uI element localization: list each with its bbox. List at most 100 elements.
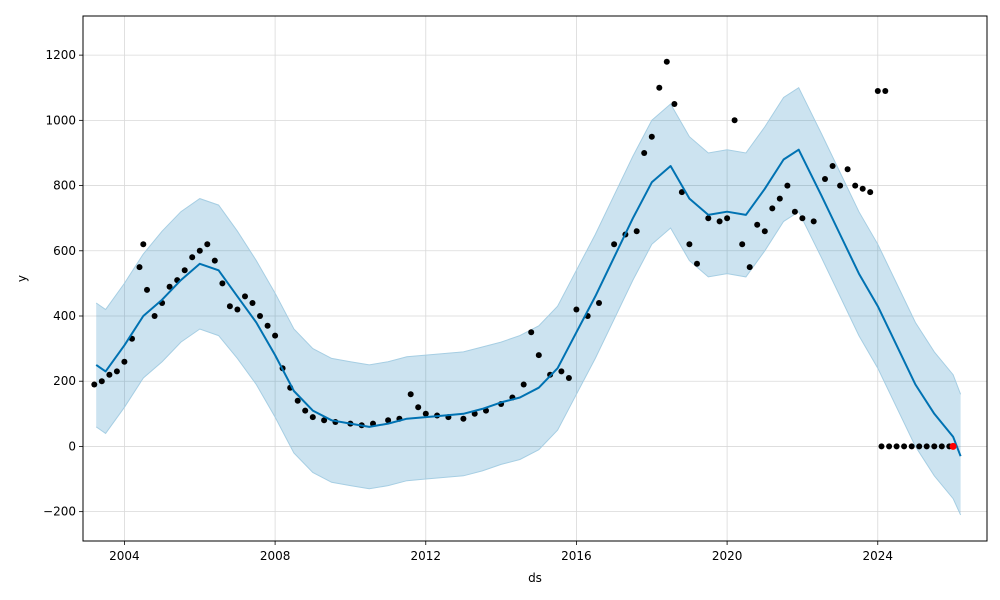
observed-point xyxy=(573,306,580,313)
observed-point xyxy=(829,163,836,169)
forecast-line-path xyxy=(95,148,962,457)
observed-point xyxy=(249,300,256,306)
observed-point xyxy=(528,329,535,336)
observed-point xyxy=(648,133,655,140)
observed-point xyxy=(460,415,467,422)
observed-point xyxy=(822,176,828,182)
observed-point xyxy=(136,264,143,271)
observed-point xyxy=(656,84,663,91)
observed-point xyxy=(234,306,241,313)
observed-point xyxy=(309,414,316,421)
forecast-line xyxy=(95,148,962,457)
observed-point xyxy=(385,417,392,424)
observed-point xyxy=(302,407,309,414)
x-tick-label: 2016 xyxy=(561,549,592,563)
y-tick-label: 1000 xyxy=(45,113,76,127)
plot-frame xyxy=(82,15,988,542)
future-point xyxy=(901,443,908,450)
observed-point xyxy=(294,397,301,404)
last-point-layer xyxy=(949,442,957,450)
observed-point xyxy=(140,241,147,248)
observed-point xyxy=(754,221,761,228)
observed-point xyxy=(859,185,866,192)
y-tick-label: 200 xyxy=(53,374,76,388)
observed-point xyxy=(641,150,648,156)
future-point xyxy=(923,443,930,450)
observed-point xyxy=(769,205,776,212)
x-tick-label: 2004 xyxy=(109,549,140,563)
observed-point xyxy=(211,257,218,264)
future-point xyxy=(878,443,885,450)
observed-point xyxy=(776,195,783,202)
x-tick-label: 2024 xyxy=(862,549,893,563)
observed-point xyxy=(678,189,685,196)
observed-point xyxy=(144,286,150,293)
y-tick-label: 800 xyxy=(53,179,76,193)
observed-point xyxy=(810,218,817,225)
observed-point xyxy=(264,322,271,329)
observed-point xyxy=(799,215,806,222)
future-point xyxy=(931,443,938,450)
uncertainty-lower-edge xyxy=(95,210,962,516)
observed-point xyxy=(694,260,700,267)
observed-point xyxy=(113,368,120,375)
observed-point xyxy=(422,410,429,417)
observed-point xyxy=(558,368,565,375)
observed-point xyxy=(151,313,158,319)
observed-point xyxy=(166,283,173,290)
observed-point xyxy=(705,215,712,222)
grid xyxy=(83,16,987,541)
observed-point xyxy=(272,332,279,339)
observed-point xyxy=(257,313,263,319)
observed-point xyxy=(724,215,731,222)
x-axis-label: ds xyxy=(528,571,542,585)
y-tick-label: 1200 xyxy=(45,48,76,62)
observed-point xyxy=(98,378,105,385)
observed-point xyxy=(415,404,422,411)
observed-point xyxy=(686,241,693,248)
observed-point xyxy=(565,375,572,381)
observed-point xyxy=(196,247,203,254)
observed-point xyxy=(321,417,328,424)
future-point xyxy=(893,443,900,450)
observed-point xyxy=(471,410,478,417)
observed-point xyxy=(731,117,738,124)
observed-point xyxy=(671,101,678,107)
observed-point xyxy=(596,300,602,306)
y-tick-label: −200 xyxy=(43,505,76,519)
x-tick-label: 2020 xyxy=(712,549,743,563)
observed-point xyxy=(844,166,851,173)
observed-point xyxy=(633,228,640,235)
observed-point xyxy=(520,381,527,388)
y-tick-label: 600 xyxy=(53,244,76,258)
y-tick-label: 0 xyxy=(68,439,76,453)
future-point xyxy=(886,443,893,450)
observed-point xyxy=(874,88,881,94)
future-point xyxy=(908,443,915,450)
future-point xyxy=(938,443,945,450)
observed-point xyxy=(716,218,723,225)
observed-point xyxy=(882,88,889,94)
observed-point xyxy=(761,228,768,235)
observed-point xyxy=(852,182,859,189)
y-tick-label: 400 xyxy=(53,309,76,323)
observed-point xyxy=(181,267,188,274)
uncertainty-band xyxy=(95,86,962,516)
x-tick-label: 2012 xyxy=(410,549,441,563)
last-point xyxy=(949,442,957,450)
observed-point xyxy=(611,241,618,248)
observed-point xyxy=(189,254,196,261)
observed-point xyxy=(204,241,211,248)
y-axis-label: y xyxy=(15,275,29,282)
observed-point xyxy=(242,293,248,300)
observed-point xyxy=(121,358,128,365)
axis-ticks: 2004 2008 2012 2016 2020 2024 −200 0 200 400 600 80… xyxy=(43,48,893,563)
observed-point xyxy=(226,303,233,310)
x-tick-label: 2008 xyxy=(260,549,291,563)
observed-point xyxy=(106,371,113,378)
observed-point xyxy=(535,352,542,359)
observed-point xyxy=(663,58,670,65)
observed-point xyxy=(791,208,798,215)
observed-point xyxy=(746,264,753,271)
